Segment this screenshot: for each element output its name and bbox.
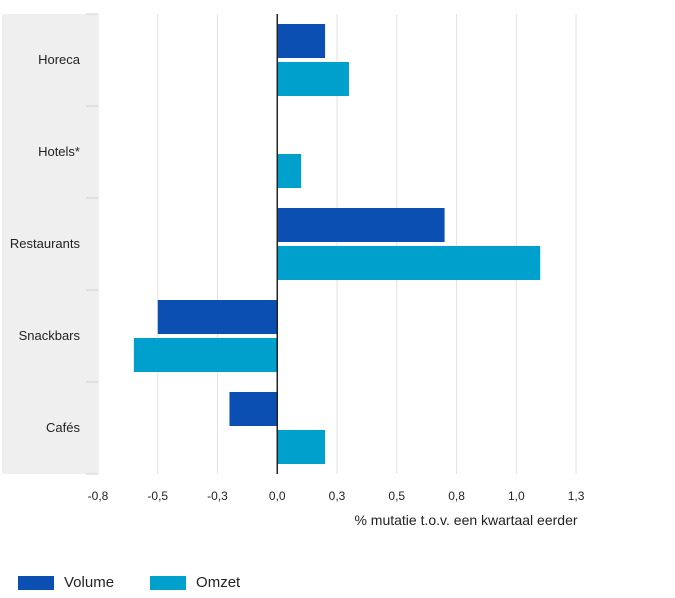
x-tick-label: 0,8	[448, 489, 465, 503]
x-tick-label: 1,0	[508, 489, 525, 503]
x-tick-label: 1,3	[568, 489, 585, 503]
x-tick-label: -0,5	[147, 489, 168, 503]
x-tick-label: -0,8	[88, 489, 109, 503]
category-label-caf-s: Cafés	[46, 420, 80, 435]
x-tick-label: 0,3	[329, 489, 346, 503]
x-axis-title: % mutatie t.o.v. een kwartaal eerder	[354, 512, 577, 528]
legend-item-omzet: Omzet	[150, 574, 240, 591]
category-labels: Horeca Hotels* Restaurants Snackbars Cafés	[10, 52, 81, 435]
category-label-snackbars: Snackbars	[19, 328, 81, 343]
legend-swatch-omzet	[150, 575, 187, 590]
bar-omzet-caf-s	[277, 430, 326, 464]
legend-label-omzet: Omzet	[196, 574, 241, 591]
x-tick-label: -0,3	[207, 489, 228, 503]
bar-volume-restaurants	[277, 208, 445, 242]
category-label-restaurants: Restaurants	[10, 236, 81, 251]
bar-volume-caf-s	[229, 392, 278, 426]
bar-volume-horeca	[277, 24, 326, 58]
legend-label-volume: Volume	[64, 574, 115, 591]
bar-volume-snackbars	[157, 300, 278, 334]
bar-omzet-snackbars	[133, 338, 278, 372]
x-tick-label: 0,5	[388, 489, 405, 503]
bar-omzet-hotels	[277, 154, 302, 188]
legend: Volume Omzet	[18, 574, 276, 591]
legend-swatch-volume	[18, 575, 54, 590]
category-label-hotels: Hotels*	[38, 144, 80, 159]
category-tick-marks	[86, 13, 98, 475]
legend-item-volume: Volume	[18, 574, 114, 591]
bar-omzet-restaurants	[277, 246, 541, 280]
category-band	[2, 14, 97, 474]
bar-omzet-horeca	[277, 62, 349, 96]
bar-chart: Horeca Hotels* Restaurants Snackbars Cafés -…	[2, 13, 585, 528]
x-tick-labels: -0,8 -0,5 -0,3 0,0 0,3 0,5 0,8 1,0 1,3	[88, 489, 585, 503]
bars	[133, 24, 541, 464]
x-tick-label: 0,0	[269, 489, 286, 503]
category-label-horeca: Horeca	[38, 52, 81, 67]
